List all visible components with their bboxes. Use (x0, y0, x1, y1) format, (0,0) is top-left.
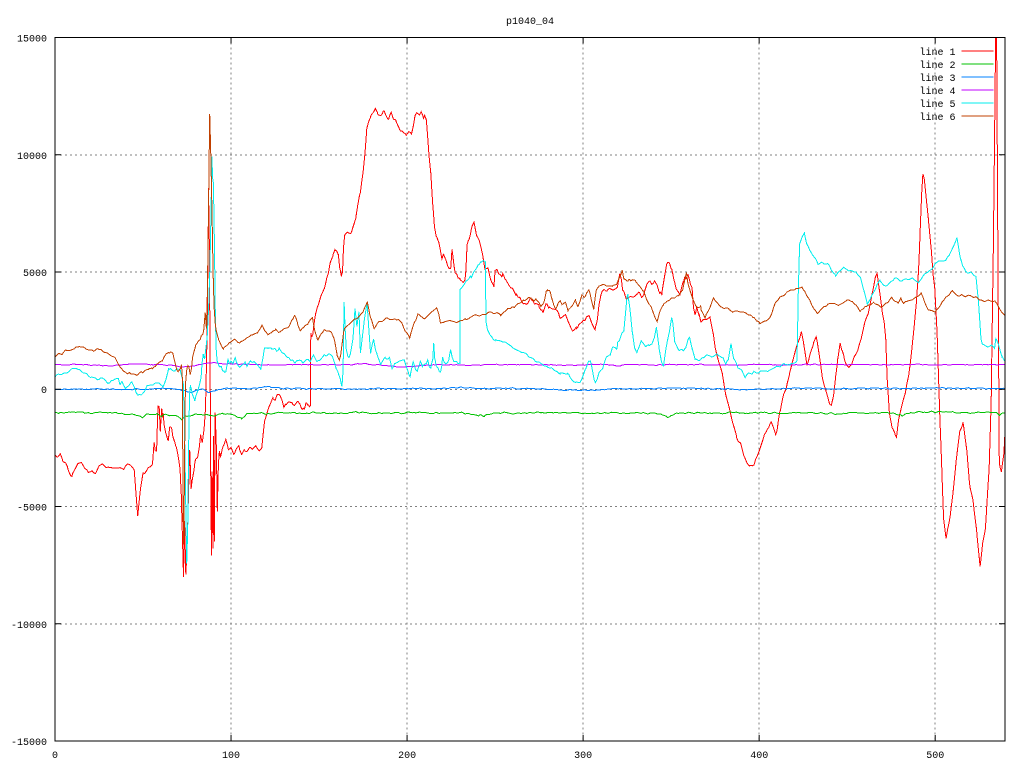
svg-text:400: 400 (750, 751, 768, 762)
svg-text:line 2: line 2 (919, 60, 955, 72)
svg-text:500: 500 (926, 751, 944, 762)
svg-text:100: 100 (222, 751, 240, 762)
svg-text:10000: 10000 (17, 152, 47, 163)
svg-text:0: 0 (52, 751, 58, 762)
svg-text:0: 0 (41, 386, 47, 397)
svg-text:-5000: -5000 (17, 504, 47, 515)
svg-text:p1040_04: p1040_04 (506, 17, 554, 28)
svg-text:line 6: line 6 (919, 112, 955, 124)
svg-text:-15000: -15000 (11, 738, 47, 749)
svg-text:5000: 5000 (23, 269, 47, 280)
svg-text:300: 300 (574, 751, 592, 762)
svg-text:200: 200 (398, 751, 416, 762)
svg-text:-10000: -10000 (11, 621, 47, 632)
svg-text:15000: 15000 (17, 35, 47, 46)
svg-text:line 5: line 5 (919, 99, 955, 111)
svg-text:line 1: line 1 (919, 47, 955, 59)
svg-text:line 4: line 4 (919, 86, 955, 98)
svg-text:line 3: line 3 (919, 73, 955, 85)
